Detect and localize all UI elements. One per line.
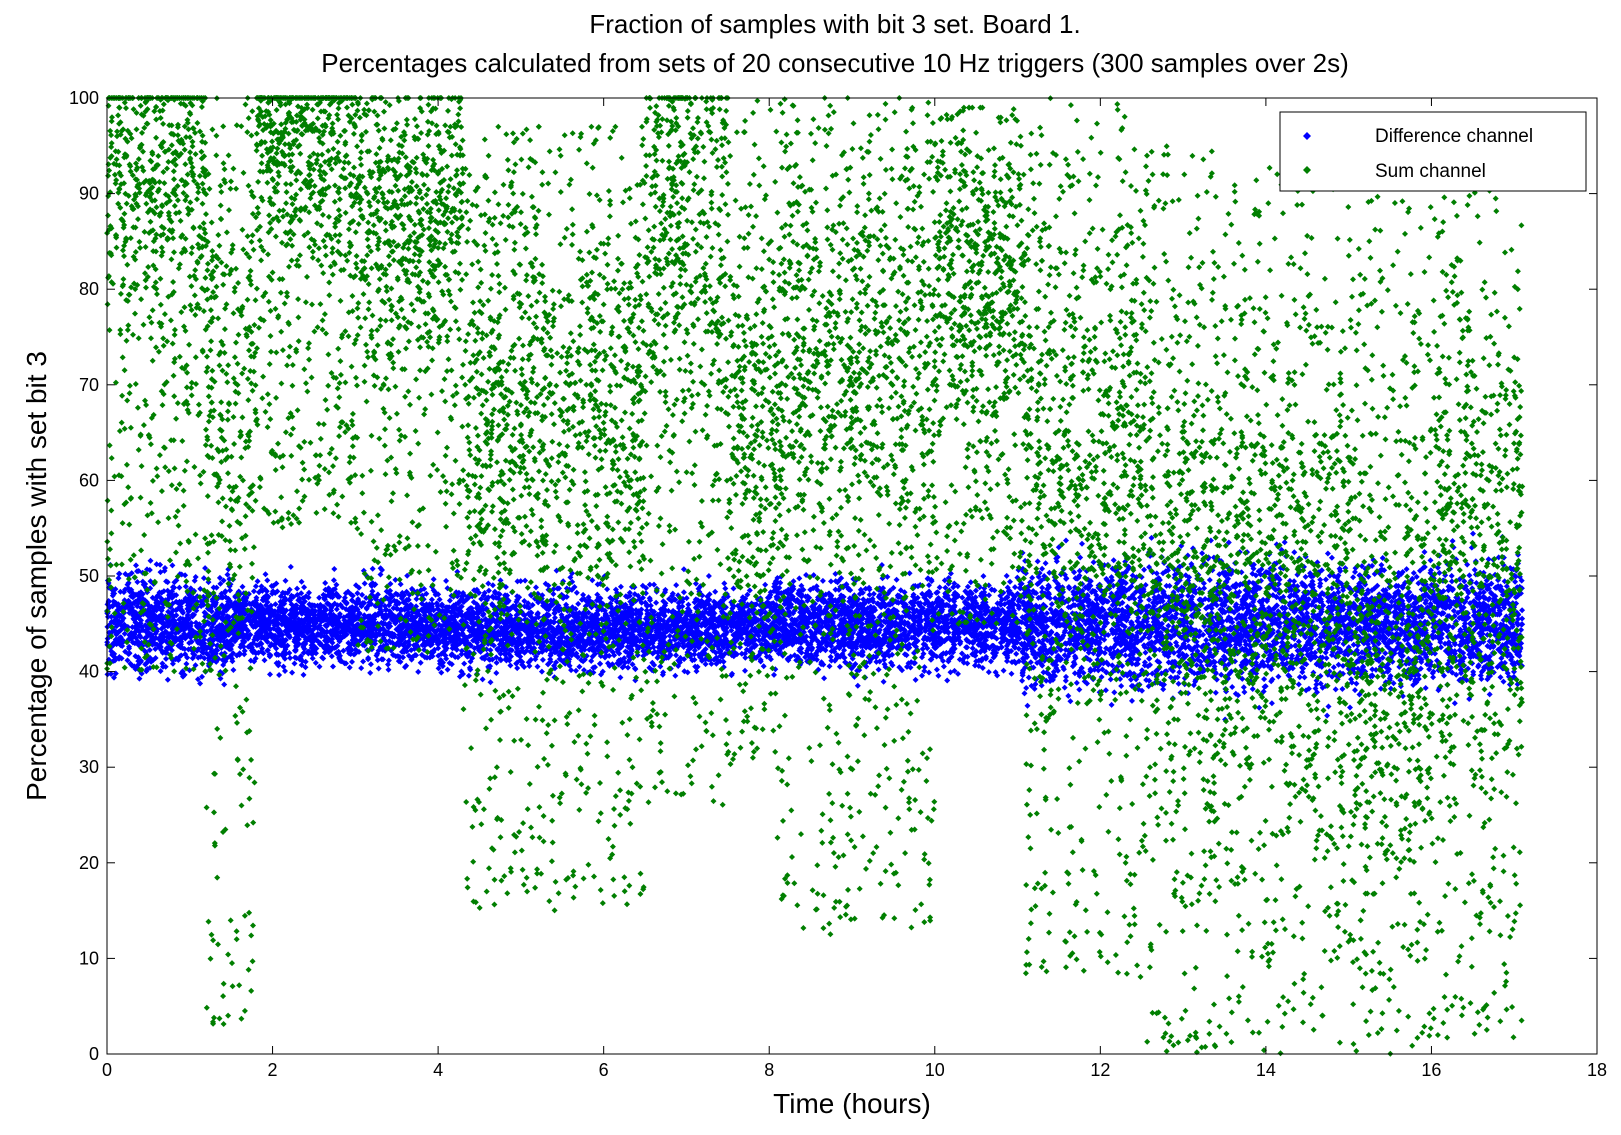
point-difference — [199, 673, 205, 680]
series-difference — [104, 530, 1526, 723]
point-difference — [147, 557, 154, 564]
point-difference — [146, 647, 153, 653]
point-difference — [217, 580, 224, 587]
point-difference — [221, 681, 228, 688]
point-difference — [227, 587, 233, 594]
point-difference — [108, 613, 115, 620]
point-difference — [200, 593, 207, 600]
points-layer — [104, 95, 1526, 1057]
point-difference — [122, 586, 129, 593]
chart-subtitle: Percentages calculated from sets of 20 c… — [321, 48, 1349, 78]
point-difference — [108, 671, 114, 677]
point-difference — [149, 594, 156, 601]
point-difference — [121, 630, 128, 637]
point-difference — [197, 680, 204, 687]
chart-title: Fraction of samples with bit 3 set. Boar… — [589, 9, 1080, 39]
point-difference — [138, 657, 145, 664]
point-difference — [136, 675, 143, 682]
point-difference — [224, 571, 231, 578]
plot-area — [107, 98, 1597, 1054]
